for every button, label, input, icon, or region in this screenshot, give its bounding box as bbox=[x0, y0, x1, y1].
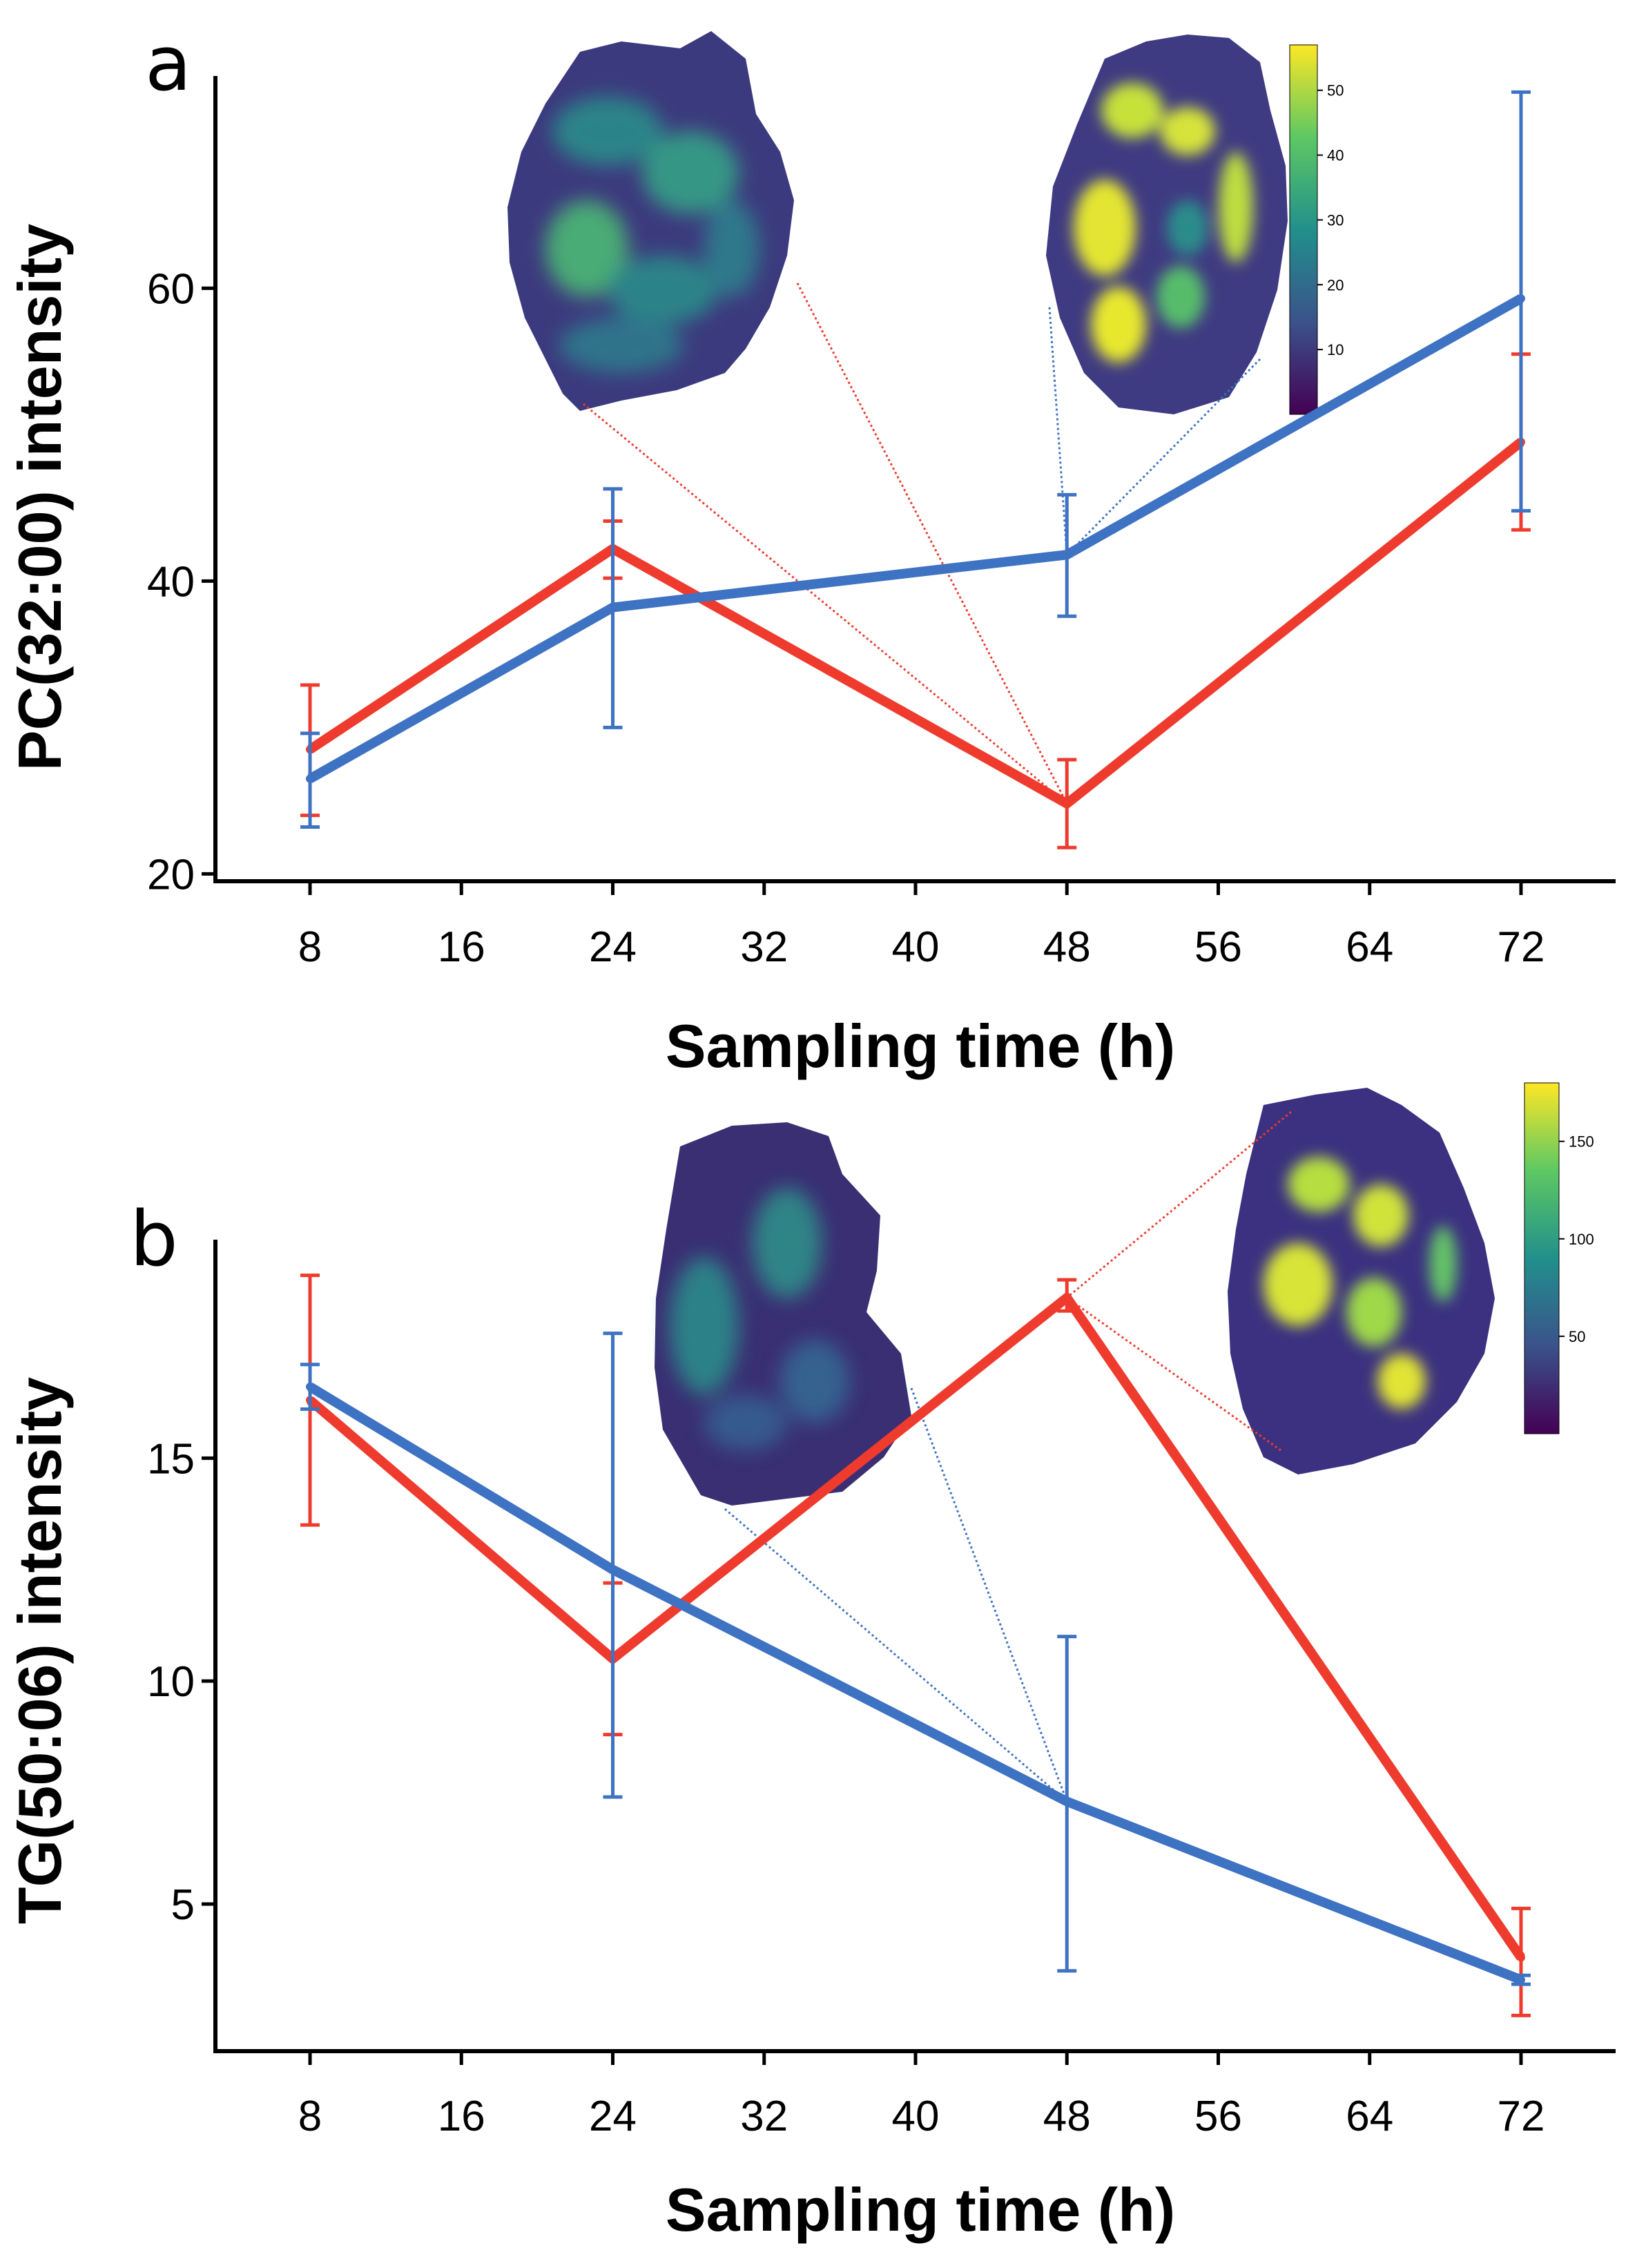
panel-a-right-inset-image bbox=[1046, 35, 1288, 414]
colorbar-tick-label: 150 bbox=[1569, 1133, 1594, 1151]
panel-b-letter: b bbox=[130, 1195, 178, 1283]
data-point bbox=[306, 1383, 315, 1392]
colorbar-tick-label: 10 bbox=[1327, 341, 1344, 358]
colorbar-tick-label: 20 bbox=[1327, 276, 1344, 294]
y-tick-label: 40 bbox=[147, 558, 195, 606]
x-tick-label: 16 bbox=[438, 923, 485, 971]
x-tick-label: 72 bbox=[1497, 2093, 1545, 2140]
panel-b-inset-connectors bbox=[724, 1111, 1292, 1803]
panel-a-colorbar: 10 20 30 40 50 bbox=[1289, 44, 1344, 415]
panel-a-x-axis-title: Sampling time (h) bbox=[666, 1012, 1175, 1080]
series-blue bbox=[300, 90, 1531, 829]
inset-connector-line bbox=[796, 282, 1068, 805]
y-tick-label: 5 bbox=[171, 1881, 195, 1929]
x-tick-label: 40 bbox=[892, 2093, 940, 2140]
series-blue bbox=[300, 1332, 1531, 1986]
data-point bbox=[1063, 799, 1072, 808]
data-point bbox=[1063, 1797, 1072, 1806]
x-tick-label: 56 bbox=[1194, 923, 1242, 971]
series-red bbox=[300, 352, 1531, 849]
data-point bbox=[306, 774, 315, 783]
x-tick-label: 40 bbox=[892, 923, 940, 971]
x-tick-label: 56 bbox=[1194, 2093, 1242, 2140]
colorbar-tick-label: 50 bbox=[1569, 1328, 1585, 1345]
x-tick-label: 64 bbox=[1346, 2093, 1393, 2140]
data-point bbox=[1516, 294, 1525, 303]
series-line-red bbox=[307, 1292, 1525, 1961]
panel-b-left-inset-image bbox=[655, 1122, 911, 1506]
data-point bbox=[608, 1565, 617, 1574]
data-point bbox=[1063, 550, 1072, 559]
colorbar-tick-label: 30 bbox=[1327, 211, 1344, 229]
panel-a-left-inset-image bbox=[507, 31, 794, 411]
data-point bbox=[608, 603, 617, 612]
y-tick-label: 60 bbox=[147, 265, 195, 313]
inset-connector-line bbox=[1048, 307, 1068, 555]
x-tick-label: 8 bbox=[298, 2093, 322, 2140]
inset-connector-line bbox=[1066, 1296, 1281, 1452]
data-point bbox=[1516, 1953, 1525, 1962]
panel-b: b 50 100 150 bbox=[6, 1082, 1616, 2244]
y-tick-label: 15 bbox=[147, 1435, 195, 1483]
panel-b-y-axis-title: TG(50:06) intensity bbox=[6, 1377, 74, 1924]
panel-b-axes: 8 16 24 32 40 48 56 64 72 5 10 15 bbox=[147, 1240, 1616, 2140]
inset-connector-line bbox=[1066, 1111, 1292, 1299]
x-tick-label: 16 bbox=[438, 2093, 485, 2140]
x-tick-label: 32 bbox=[740, 2093, 788, 2140]
x-tick-label: 24 bbox=[589, 923, 637, 971]
x-tick-label: 72 bbox=[1497, 923, 1545, 971]
x-tick-label: 32 bbox=[740, 923, 788, 971]
series-line-red bbox=[307, 438, 1524, 809]
panel-a-y-axis-title: PC(32:00) intensity bbox=[6, 224, 74, 771]
panel-b-colorbar: 50 100 150 bbox=[1524, 1082, 1594, 1434]
colorbar-tick-label: 40 bbox=[1327, 147, 1344, 164]
panel-a: a bbox=[6, 19, 1616, 1080]
inset-connector-line bbox=[910, 1387, 1068, 1802]
data-point bbox=[1063, 1293, 1072, 1302]
data-point bbox=[1516, 1975, 1525, 1984]
inset-connector-line bbox=[1066, 358, 1261, 556]
x-tick-label: 8 bbox=[298, 923, 322, 971]
y-tick-label: 20 bbox=[147, 851, 195, 898]
y-tick-label: 10 bbox=[147, 1658, 195, 1706]
colorbar-tick-label: 50 bbox=[1327, 82, 1344, 99]
panel-a-inset-connectors bbox=[583, 282, 1261, 805]
x-tick-label: 48 bbox=[1043, 923, 1091, 971]
panel-b-right-inset-image bbox=[1228, 1088, 1495, 1474]
inset-connector-line bbox=[583, 403, 1068, 805]
colorbar-tick-label: 100 bbox=[1569, 1231, 1594, 1248]
series-line-blue bbox=[307, 294, 1524, 783]
panel-a-axes: 8 16 24 32 40 48 56 64 72 20 40 60 bbox=[147, 76, 1616, 971]
x-tick-label: 64 bbox=[1346, 923, 1393, 971]
x-tick-label: 24 bbox=[589, 2093, 637, 2140]
panel-a-letter: a bbox=[145, 19, 191, 108]
panel-b-x-axis-title: Sampling time (h) bbox=[666, 2175, 1175, 2244]
series-line-blue bbox=[307, 1383, 1523, 1985]
x-tick-label: 48 bbox=[1043, 2093, 1091, 2140]
